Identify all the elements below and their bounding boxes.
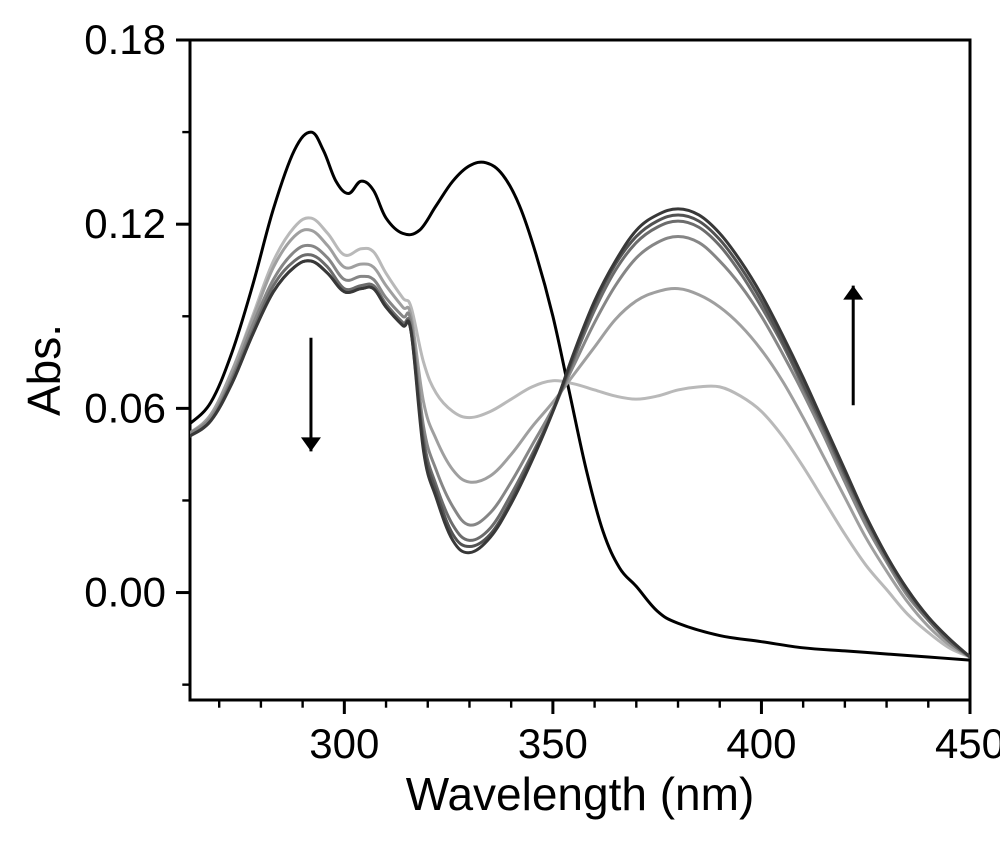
chart-container: 300 350 400 450 0.00 0.06 0.12 0.18 Wavelength (… [0, 0, 1000, 852]
x-tick-label: 450 [935, 720, 1000, 767]
x-axis-label: Wavelength (nm) [406, 768, 755, 820]
y-tick-label: 0.00 [84, 569, 166, 616]
y-tick-label: 0.06 [84, 384, 166, 431]
x-tick-label: 400 [726, 720, 796, 767]
arrow-head [301, 437, 321, 451]
series-t6 [190, 209, 970, 657]
y-tick-label: 0.12 [84, 200, 166, 247]
y-axis-label: Abs. [18, 324, 70, 416]
spectra-chart: 300 350 400 450 0.00 0.06 0.12 0.18 Wavelength (… [0, 0, 1000, 852]
y-tick-label: 0.18 [84, 16, 166, 63]
x-tick-label: 350 [518, 720, 588, 767]
arrow-head [843, 286, 863, 300]
x-tick-label: 300 [309, 720, 379, 767]
